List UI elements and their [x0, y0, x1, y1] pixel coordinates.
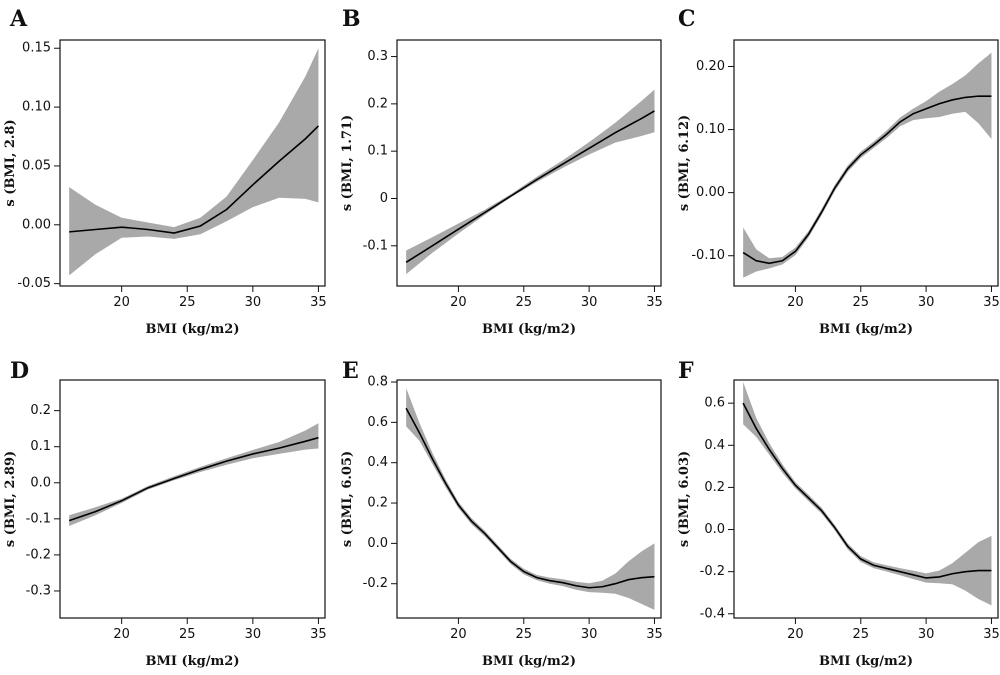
y-tick-label: 0.3	[367, 49, 388, 64]
confidence-band	[69, 423, 319, 527]
x-tick-label: 35	[310, 295, 327, 310]
smooth-curve	[742, 95, 992, 265]
y-tick-label: 0.2	[367, 496, 388, 511]
x-tick-label: 25	[852, 627, 869, 642]
y-tick-label: 0.6	[704, 396, 725, 411]
x-tick-label: 20	[450, 627, 467, 642]
x-tick-label: 20	[787, 627, 804, 642]
x-axis-label: BMI (kg/m2)	[146, 654, 240, 669]
plot-frame	[59, 379, 326, 619]
y-tick-label: 0.4	[704, 438, 725, 453]
panel-label-c: C	[678, 6, 696, 32]
y-tick-label: 0.0	[30, 475, 51, 490]
x-tick-label: 25	[179, 295, 196, 310]
confidence-band	[743, 382, 992, 606]
x-tick-label: 25	[852, 295, 869, 310]
y-tick-label: -0.2	[700, 564, 725, 579]
plot-frame	[733, 39, 999, 287]
smooth-curve	[742, 402, 992, 579]
confidence-band	[406, 89, 655, 275]
panel-label-e: E	[342, 358, 359, 384]
x-tick-label: 30	[581, 627, 598, 642]
y-tick-label: 0.00	[22, 217, 51, 232]
x-tick-label: 20	[113, 627, 130, 642]
x-tick-label: 25	[179, 627, 196, 642]
y-tick-label: 0.2	[367, 96, 388, 111]
x-tick-label: 35	[983, 295, 1000, 310]
y-tick-label: 0	[380, 191, 388, 206]
y-tick-label: 0.6	[367, 415, 388, 430]
y-tick-label: 0.4	[367, 455, 388, 470]
x-tick-label: 20	[113, 295, 130, 310]
y-axis-label: s (BMI, 2.89)	[3, 451, 18, 547]
panel-label-f: F	[678, 358, 694, 384]
x-tick-label: 30	[918, 295, 935, 310]
x-tick-label: 30	[918, 627, 935, 642]
y-tick-label: 0.10	[696, 122, 725, 137]
y-tick-label: -0.4	[700, 606, 725, 621]
x-tick-label: 35	[646, 295, 663, 310]
y-tick-label: -0.3	[26, 583, 51, 598]
plot-frame	[733, 379, 999, 619]
y-tick-label: 0.0	[704, 522, 725, 537]
panel-e: E 20 25 30 35 -0.2 0.0 0.2 0.4 0.6 0.8 BMI (kg/m2) s…	[340, 358, 663, 669]
y-tick-label: 0.1	[367, 144, 388, 159]
x-tick-label: 35	[310, 627, 327, 642]
plot-frame	[59, 39, 326, 287]
smooth-curve	[405, 407, 655, 589]
y-tick-label: 0.2	[30, 403, 51, 418]
y-tick-label: 0.00	[696, 185, 725, 200]
y-tick-label: 0.0	[367, 536, 388, 551]
y-tick-label: 0.2	[704, 480, 725, 495]
panel-label-a: A	[9, 6, 28, 32]
x-tick-label: 30	[581, 295, 598, 310]
x-axis-label: BMI (kg/m2)	[146, 322, 240, 337]
y-tick-label: 0.20	[696, 59, 725, 74]
y-tick-label: -0.10	[691, 248, 725, 263]
plot-frame	[396, 39, 662, 287]
panel-a: A 20 25 30 35 -0.05 0.00 0.05 0.10 0.15 BMI (kg/m2…	[3, 6, 327, 337]
x-tick-label: 25	[515, 627, 532, 642]
x-axis-label: BMI (kg/m2)	[819, 654, 913, 669]
y-axis-label: s (BMI, 1.71)	[340, 115, 355, 211]
x-tick-label: 20	[450, 295, 467, 310]
x-axis-label: BMI (kg/m2)	[482, 322, 576, 337]
smooth-curve	[68, 436, 319, 522]
smooth-curve	[405, 110, 655, 264]
plot-frame	[396, 379, 662, 619]
y-axis-label: s (BMI, 6.12)	[677, 115, 692, 211]
x-tick-label: 25	[515, 295, 532, 310]
x-tick-label: 20	[787, 295, 804, 310]
panel-label-b: B	[342, 6, 361, 32]
panel-b: B 20 25 30 35 -0.1 0 0.1 0.2 0.3 BMI (kg/m2) s (BMI…	[340, 6, 663, 337]
y-tick-label: -0.2	[363, 576, 388, 591]
y-tick-label: -0.1	[363, 238, 388, 253]
y-tick-label: 0.10	[22, 100, 51, 115]
y-axis-label: s (BMI, 2.8)	[3, 119, 18, 206]
x-tick-label: 30	[245, 295, 262, 310]
y-axis-label: s (BMI, 6.05)	[340, 451, 355, 547]
y-tick-label: -0.1	[26, 511, 51, 526]
panel-d: D 20 25 30 35 -0.3 -0.2 -0.1 0.0 0.1 0.2 BMI (kg/m2…	[3, 358, 327, 669]
y-tick-label: 0.15	[22, 41, 51, 56]
y-axis-label: s (BMI, 6.03)	[677, 451, 692, 547]
x-tick-label: 35	[646, 627, 663, 642]
smooth-curve	[69, 125, 320, 234]
confidence-band	[69, 48, 319, 276]
confidence-band	[743, 52, 992, 278]
confidence-band	[406, 388, 655, 610]
y-tick-label: -0.2	[26, 547, 51, 562]
panel-c: C 20 25 30 35 -0.10 0.00 0.10 0.20 BMI (kg/m2) s (…	[677, 6, 1000, 337]
x-tick-label: 30	[245, 627, 262, 642]
y-tick-label: 0.8	[367, 375, 388, 390]
y-tick-label: 0.1	[30, 439, 51, 454]
x-axis-label: BMI (kg/m2)	[482, 654, 576, 669]
panel-f: F 20 25 30 35 -0.4 -0.2 0.0 0.2 0.4 0.6 BMI (kg/m2)…	[677, 358, 1000, 669]
y-tick-label: -0.05	[17, 276, 51, 291]
x-tick-label: 35	[983, 627, 1000, 642]
x-axis-label: BMI (kg/m2)	[819, 322, 913, 337]
y-tick-label: 0.05	[22, 158, 51, 173]
panel-label-d: D	[10, 358, 29, 384]
